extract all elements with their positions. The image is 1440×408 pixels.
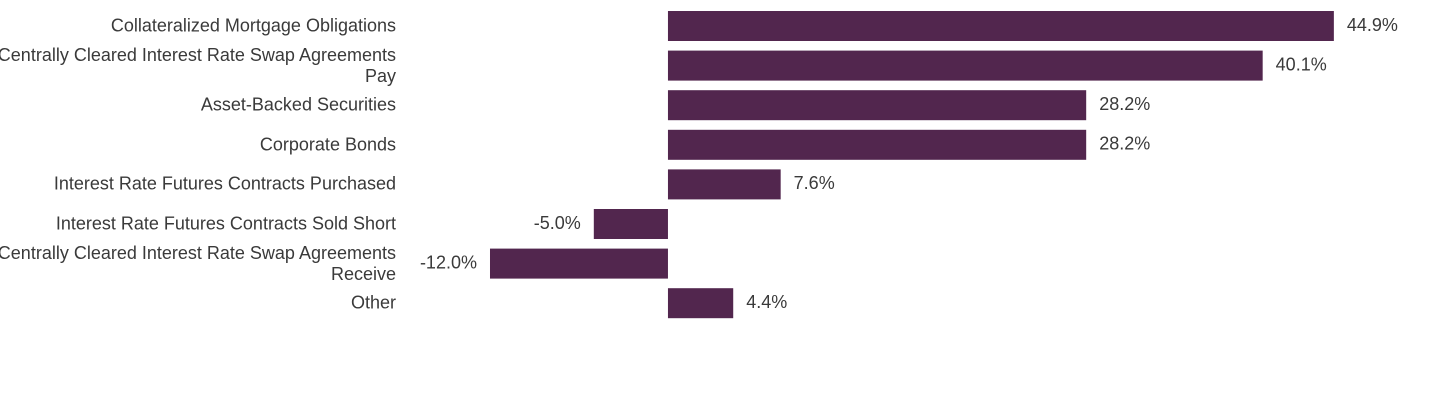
bar (489, 248, 668, 279)
bar (667, 288, 734, 319)
value-label: 44.9% (1347, 15, 1398, 35)
value-label: 28.2% (1099, 134, 1150, 154)
value-label: -12.0% (420, 252, 477, 272)
bar (667, 50, 1263, 81)
value-label: 7.6% (794, 173, 835, 193)
category-label: Centrally Cleared Interest Rate Swap Agr… (0, 242, 396, 284)
bar (593, 209, 668, 239)
bar (667, 169, 781, 200)
category-label: Corporate Bonds (259, 134, 396, 155)
category-label: Other (350, 292, 396, 313)
category-label: Centrally Cleared Interest Rate Swap Agr… (0, 44, 396, 86)
category-label: Interest Rate Futures Contracts Sold Sho… (55, 213, 396, 234)
category-label: Interest Rate Futures Contracts Purchase… (53, 173, 396, 194)
bar (667, 11, 1334, 41)
value-label: 40.1% (1276, 54, 1327, 74)
value-label: 28.2% (1099, 94, 1150, 114)
value-label: 4.4% (746, 292, 787, 312)
value-label: -5.0% (534, 213, 581, 233)
bar (667, 129, 1087, 160)
bar (667, 90, 1087, 121)
category-label: Collateralized Mortgage Obligations (110, 15, 396, 36)
category-label: Asset-Backed Securities (200, 94, 396, 115)
